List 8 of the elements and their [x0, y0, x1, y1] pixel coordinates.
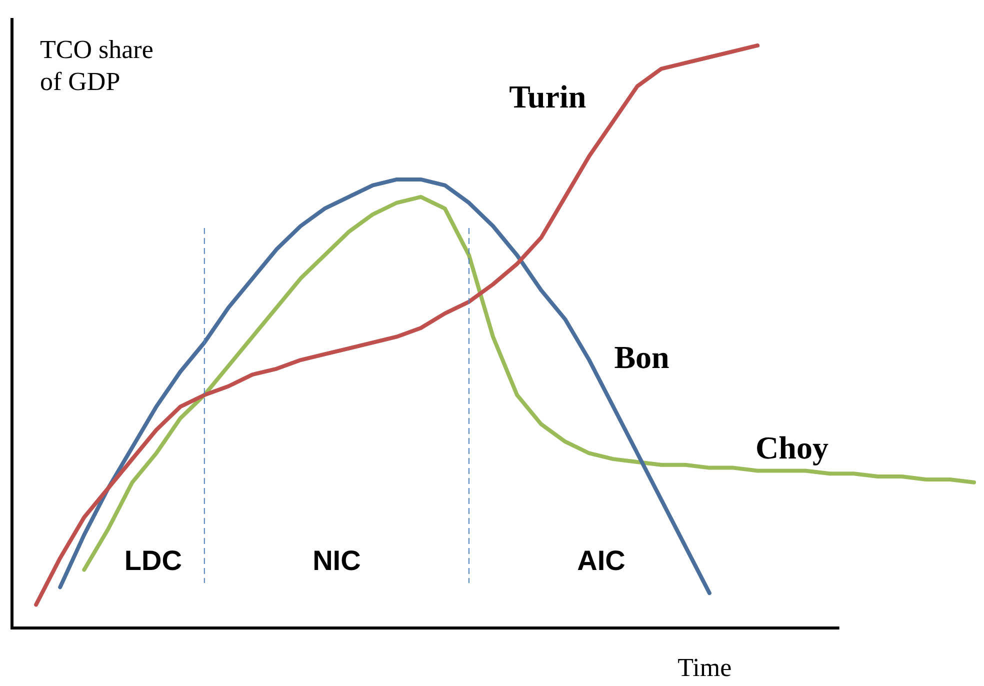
series-label: Choy [756, 430, 828, 466]
annotation: NIC [312, 545, 361, 576]
y-axis-title: TCO share of GDP [40, 34, 154, 96]
series-label: Turin [509, 78, 586, 115]
annotation: LDC [124, 545, 182, 576]
series-label: Bon [614, 339, 670, 376]
annotation: AIC [577, 545, 626, 576]
x-axis-title: Time [678, 652, 732, 682]
